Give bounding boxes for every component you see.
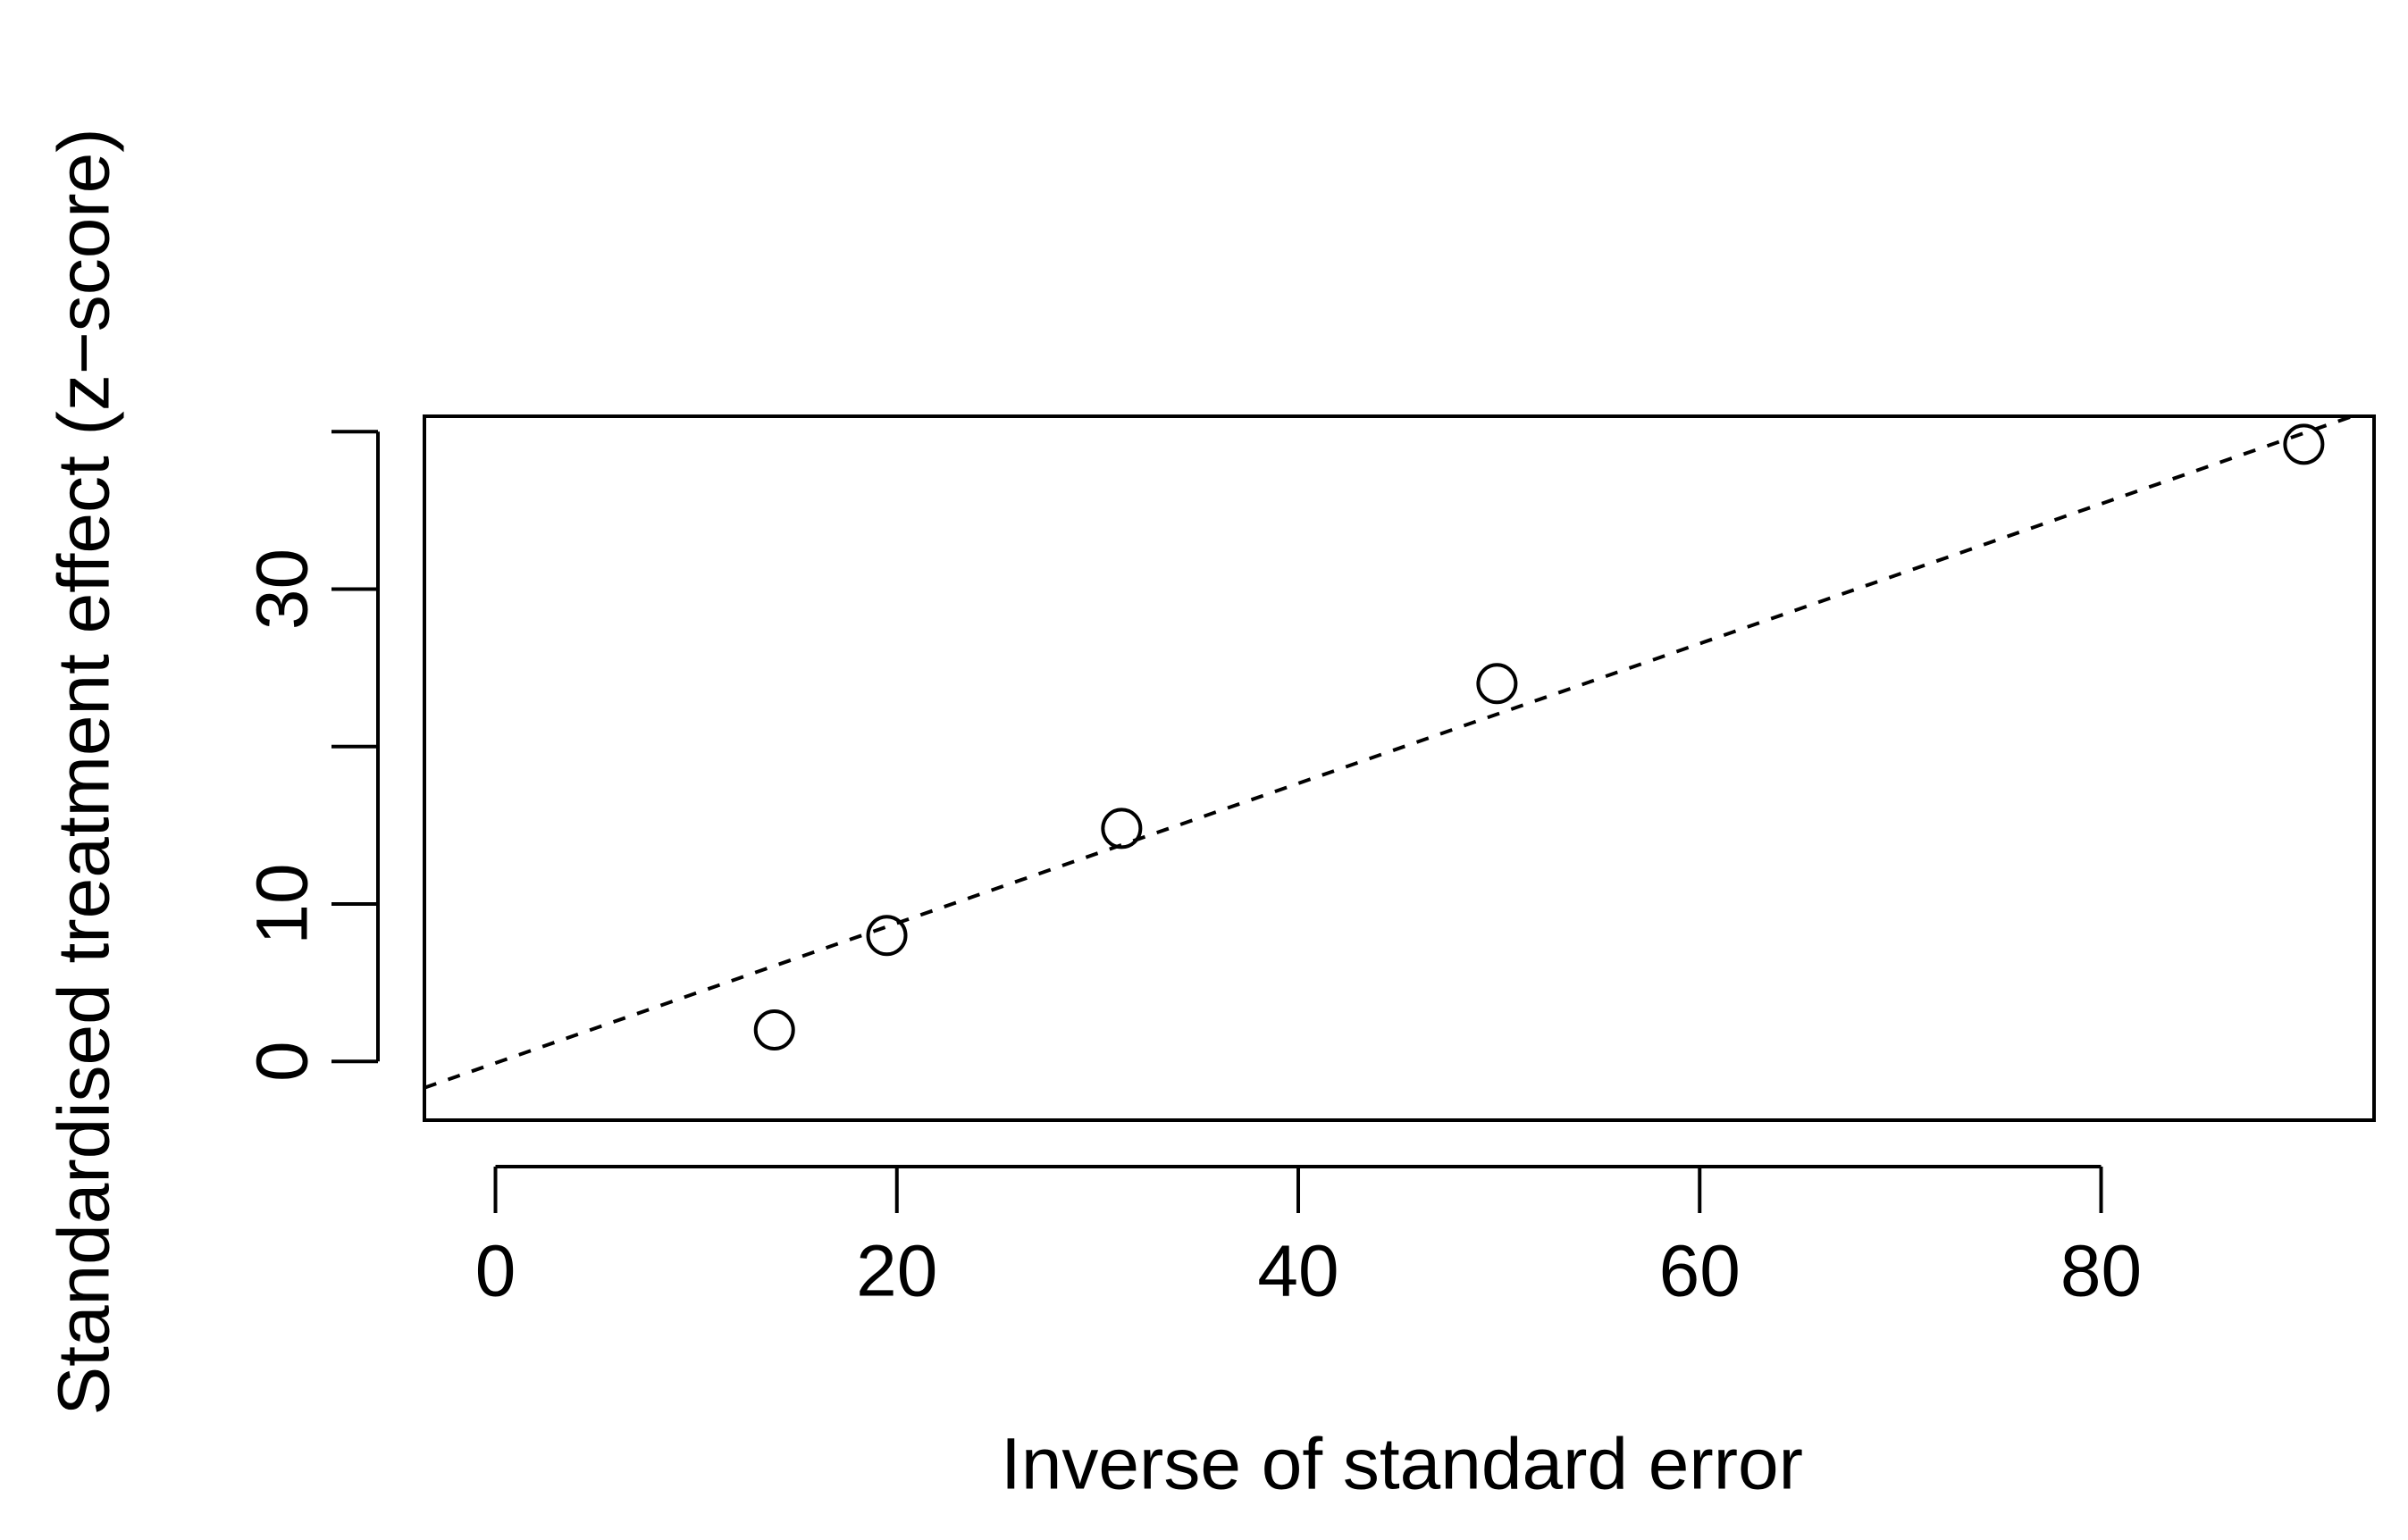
y-axis-label: Standardised treatment effect (z−score) — [44, 128, 125, 1415]
y-tick-label: 10 — [242, 863, 323, 944]
fit-line-group — [424, 416, 2358, 1090]
data-point — [753, 1009, 795, 1051]
x-tick-label: 40 — [1257, 1231, 1338, 1312]
plot-frame — [423, 414, 2376, 1122]
x-tick-label: 60 — [1659, 1231, 1741, 1312]
fit-line — [424, 416, 2358, 1090]
x-tick-label: 80 — [2060, 1231, 2142, 1312]
y-tick-label: 0 — [242, 1041, 323, 1082]
x-tick-label: 20 — [856, 1231, 937, 1312]
x-tick-label: 0 — [475, 1231, 516, 1312]
y-tick-label: 30 — [242, 548, 323, 630]
x-axis-label: Inverse of standard error — [1001, 1424, 1803, 1505]
data-point — [2283, 423, 2325, 465]
data-point — [1476, 663, 1518, 705]
data-point — [1101, 808, 1143, 850]
data-point — [866, 915, 908, 957]
